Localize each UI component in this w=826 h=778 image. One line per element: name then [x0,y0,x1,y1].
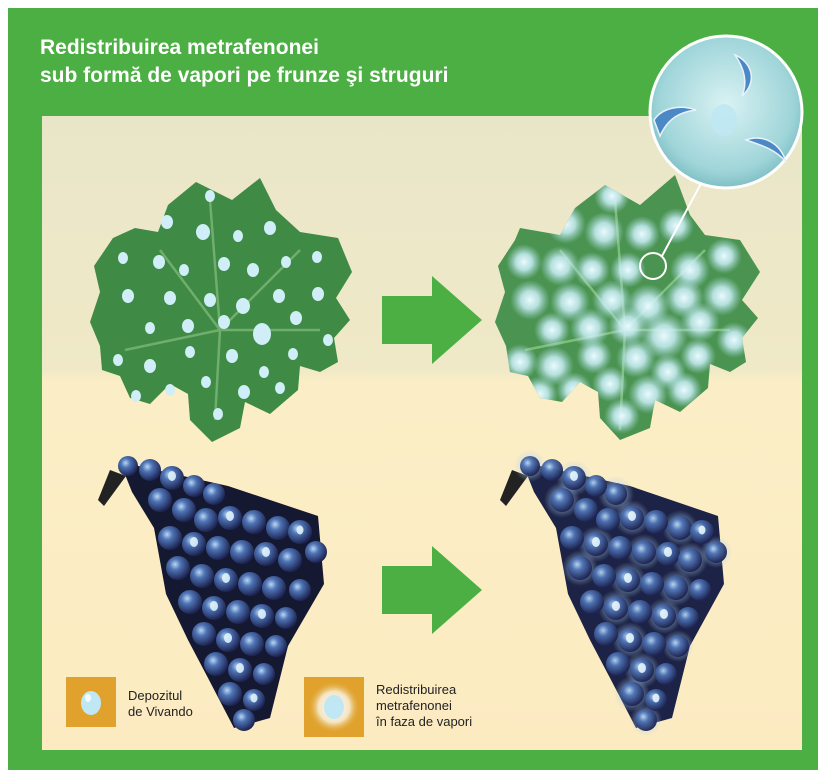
arrow-grapes [382,546,482,634]
legend-swatch-deposit [66,677,116,727]
legend-label-vapor: Redistribuirea metrafenonei în faza de v… [376,682,473,729]
leaf-right [495,175,760,440]
legend-swatch-vapor [304,677,364,737]
grape-cluster-left [98,456,327,731]
title-line-1: Redistribuirea metrafenonei [40,36,319,59]
grape-cluster-right [500,450,732,736]
zoom-connector-line [661,177,705,257]
leaf-left-droplets [113,190,333,420]
zoom-bubble [648,34,804,190]
zoom-highlight-circle [639,252,667,280]
diagram-title: Redistribuirea metrafenonei sub formă de… [40,34,448,90]
arrow-leaf [382,276,482,364]
leaf-left [90,178,352,442]
legend-label-deposit: Depozitul de Vivando [128,688,193,719]
title-line-2: sub formă de vapori pe frunze şi strugur… [40,64,449,87]
